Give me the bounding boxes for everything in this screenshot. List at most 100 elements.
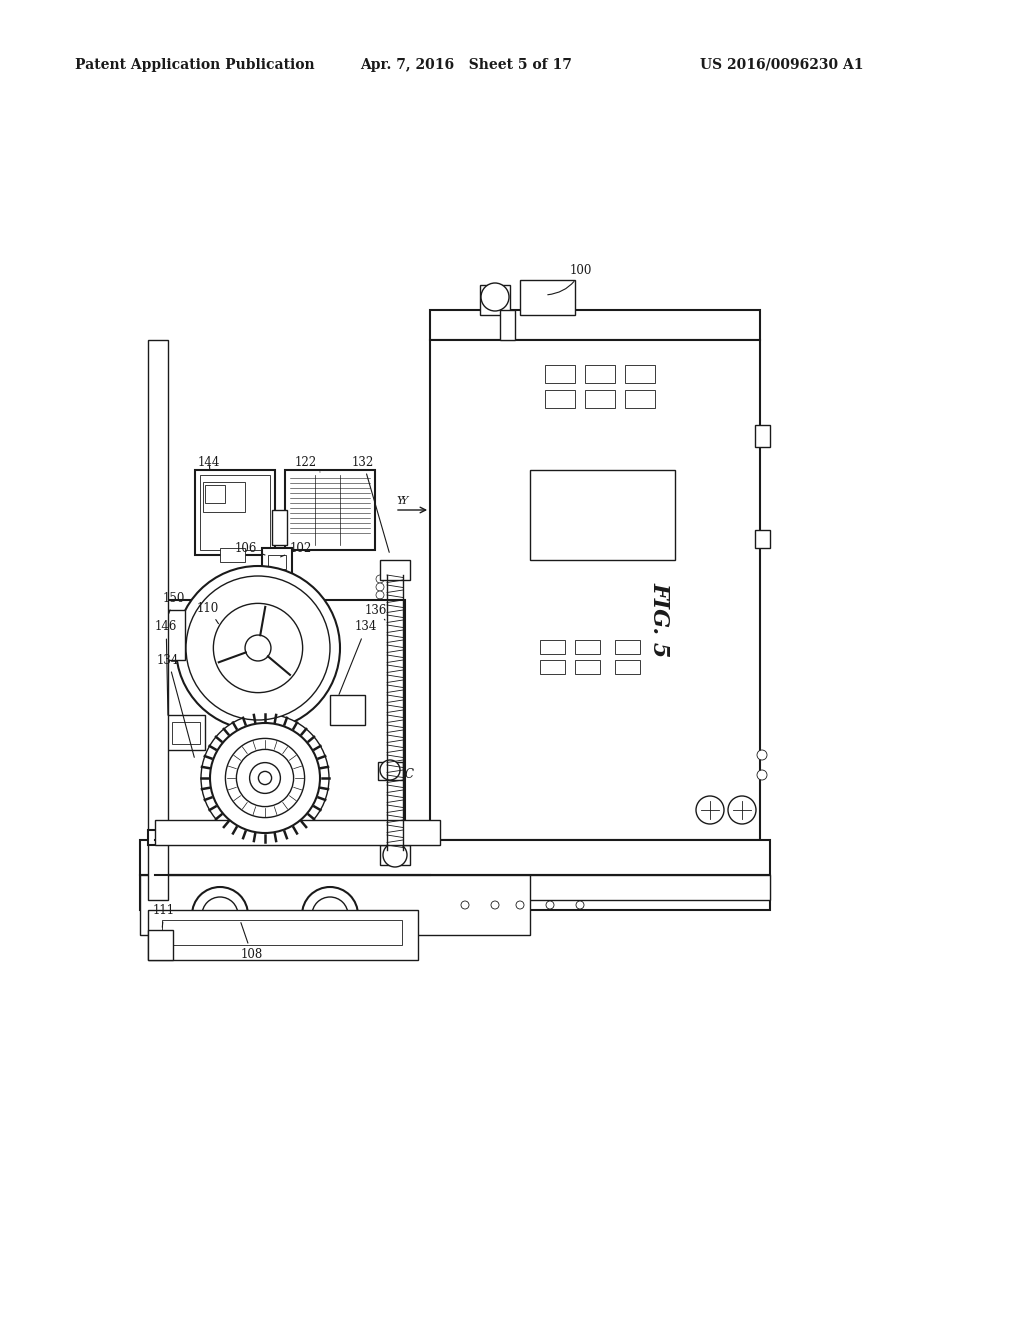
- Text: Patent Application Publication: Patent Application Publication: [75, 58, 314, 73]
- Bar: [140, 875, 530, 935]
- Circle shape: [383, 843, 407, 867]
- Bar: [540, 660, 565, 675]
- Bar: [615, 660, 640, 675]
- Circle shape: [213, 603, 303, 693]
- Bar: [195, 470, 275, 554]
- Text: 108: 108: [241, 923, 263, 961]
- Bar: [755, 425, 770, 447]
- Bar: [205, 484, 225, 503]
- Circle shape: [376, 615, 384, 623]
- Circle shape: [376, 704, 384, 711]
- Circle shape: [176, 566, 340, 730]
- Circle shape: [757, 750, 767, 760]
- Text: Y: Y: [400, 496, 408, 506]
- Bar: [220, 548, 245, 562]
- Bar: [430, 310, 760, 341]
- Circle shape: [376, 767, 384, 775]
- Circle shape: [376, 791, 384, 799]
- Circle shape: [376, 735, 384, 743]
- Circle shape: [376, 799, 384, 807]
- Bar: [430, 875, 770, 900]
- Circle shape: [376, 647, 384, 655]
- Circle shape: [237, 750, 294, 807]
- Text: 111: 111: [153, 903, 175, 927]
- Bar: [285, 470, 375, 550]
- Bar: [545, 389, 575, 408]
- Bar: [755, 531, 770, 548]
- Text: 134: 134: [339, 620, 378, 694]
- Text: FIG. 5: FIG. 5: [649, 582, 671, 657]
- Bar: [380, 845, 410, 865]
- Circle shape: [376, 583, 384, 591]
- Text: C: C: [406, 768, 414, 781]
- Circle shape: [186, 576, 330, 719]
- Bar: [625, 366, 655, 383]
- Bar: [162, 920, 402, 945]
- Bar: [520, 280, 575, 315]
- Circle shape: [490, 902, 499, 909]
- Bar: [430, 341, 760, 840]
- Circle shape: [225, 738, 304, 817]
- Bar: [140, 840, 770, 875]
- Bar: [262, 548, 292, 576]
- Circle shape: [376, 678, 384, 686]
- Bar: [545, 366, 575, 383]
- Bar: [172, 722, 200, 744]
- Bar: [155, 820, 440, 845]
- Circle shape: [258, 771, 271, 784]
- Circle shape: [376, 743, 384, 751]
- Bar: [575, 640, 600, 653]
- Bar: [540, 640, 565, 653]
- Text: 132: 132: [352, 455, 389, 552]
- Bar: [585, 389, 615, 408]
- Circle shape: [201, 714, 329, 842]
- Circle shape: [461, 902, 469, 909]
- Text: 144: 144: [198, 457, 220, 470]
- Circle shape: [516, 902, 524, 909]
- Bar: [148, 909, 418, 960]
- Circle shape: [376, 576, 384, 583]
- Bar: [625, 389, 655, 408]
- Bar: [480, 285, 510, 315]
- Circle shape: [546, 902, 554, 909]
- Text: Y: Y: [396, 496, 403, 506]
- Circle shape: [376, 623, 384, 631]
- Bar: [148, 830, 438, 845]
- Text: 134: 134: [157, 653, 195, 758]
- Bar: [575, 660, 600, 675]
- Bar: [378, 762, 403, 780]
- Circle shape: [312, 898, 348, 933]
- Text: 136: 136: [365, 603, 387, 620]
- Bar: [268, 554, 286, 569]
- Circle shape: [376, 711, 384, 719]
- Text: 100: 100: [548, 264, 592, 294]
- Text: 150: 150: [163, 591, 185, 614]
- Circle shape: [376, 686, 384, 696]
- Circle shape: [376, 639, 384, 647]
- Circle shape: [481, 282, 509, 312]
- Circle shape: [245, 635, 271, 661]
- Bar: [150, 610, 185, 660]
- Circle shape: [696, 796, 724, 824]
- Circle shape: [376, 807, 384, 814]
- Bar: [167, 715, 205, 750]
- Circle shape: [376, 696, 384, 704]
- Bar: [615, 640, 640, 653]
- Bar: [272, 510, 287, 545]
- Circle shape: [376, 607, 384, 615]
- Text: 146: 146: [155, 620, 177, 715]
- Bar: [530, 470, 675, 560]
- Circle shape: [210, 723, 319, 833]
- Circle shape: [376, 655, 384, 663]
- Circle shape: [302, 887, 358, 942]
- Text: 110: 110: [197, 602, 219, 623]
- Bar: [330, 696, 365, 725]
- Circle shape: [376, 727, 384, 735]
- Circle shape: [376, 719, 384, 727]
- Bar: [272, 576, 282, 590]
- Circle shape: [202, 898, 238, 933]
- Bar: [148, 341, 168, 900]
- Bar: [585, 366, 615, 383]
- Circle shape: [376, 671, 384, 678]
- Text: Apr. 7, 2016   Sheet 5 of 17: Apr. 7, 2016 Sheet 5 of 17: [360, 58, 571, 73]
